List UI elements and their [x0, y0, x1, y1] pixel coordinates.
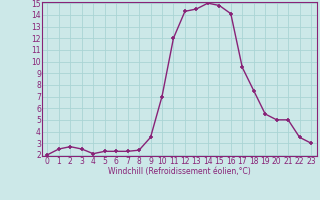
X-axis label: Windchill (Refroidissement éolien,°C): Windchill (Refroidissement éolien,°C): [108, 167, 251, 176]
